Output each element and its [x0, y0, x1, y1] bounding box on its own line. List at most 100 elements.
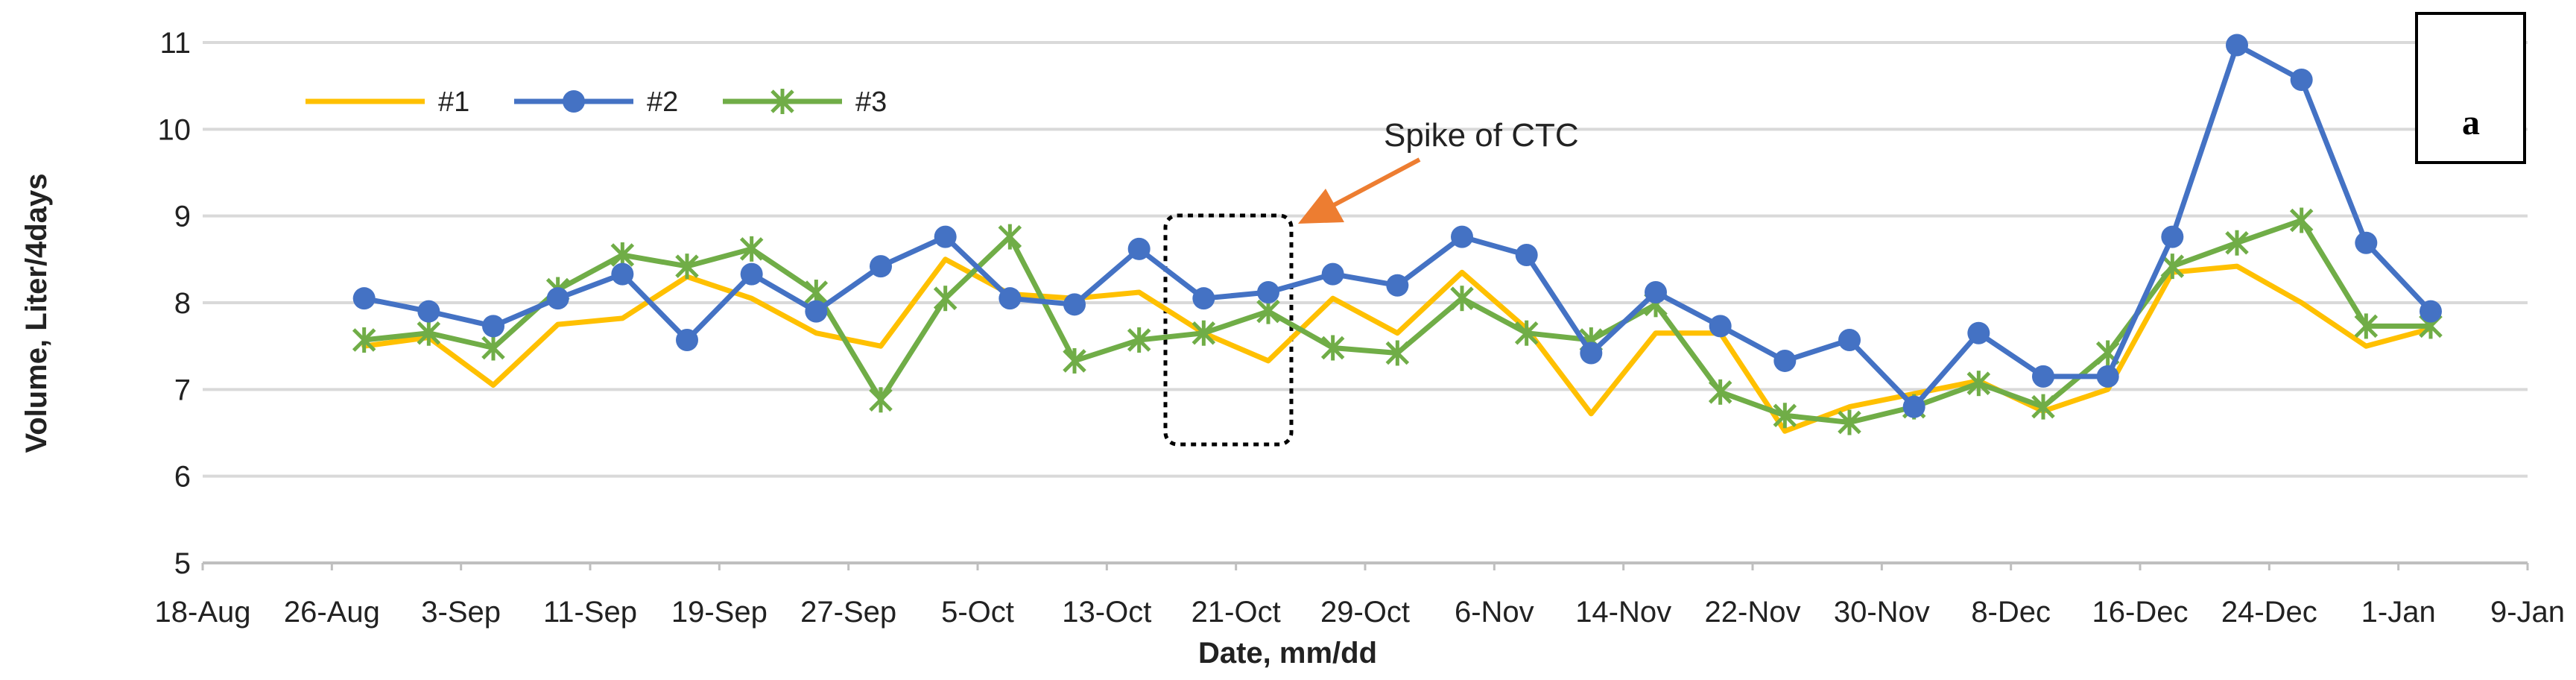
- series-2-point: [1902, 395, 1925, 418]
- x-tick-label: 1-Jan: [2361, 596, 2436, 629]
- x-tick-label: 27-Sep: [800, 596, 896, 629]
- y-tick-label: 5: [174, 547, 191, 580]
- series-2-point: [482, 315, 504, 338]
- series-3-point: [1708, 379, 1732, 405]
- x-axis-title: Date, mm/dd: [1198, 637, 1377, 670]
- x-tick-label: 5-Oct: [941, 596, 1014, 629]
- series-2-point: [2355, 231, 2378, 254]
- series-3-point: [481, 335, 505, 361]
- series-2-point: [1580, 341, 1603, 365]
- series-3-point: [869, 387, 893, 413]
- x-tick-label: 22-Nov: [1705, 596, 1801, 629]
- series-2-point: [417, 300, 440, 323]
- spike-annotation: Spike of CTC: [1298, 117, 1579, 224]
- series-2-point: [1257, 281, 1279, 304]
- x-tick-label: 21-Oct: [1192, 596, 1281, 629]
- legend-item-2: #2: [514, 86, 678, 118]
- x-tick-label: 26-Aug: [284, 596, 380, 629]
- x-tick-label: 29-Oct: [1320, 596, 1410, 629]
- series-2-point: [2032, 365, 2054, 388]
- series-2-point: [2161, 225, 2184, 248]
- x-tick-label: 18-Aug: [155, 596, 251, 629]
- x-tick-label: 9-Jan: [2490, 596, 2565, 629]
- x-tick-label: 14-Nov: [1575, 596, 1671, 629]
- series-2-point: [1838, 329, 1861, 352]
- series-2-point: [1709, 315, 1732, 338]
- x-tick-label: 24-Dec: [2221, 596, 2317, 629]
- legend-label: #1: [438, 86, 469, 118]
- spike-highlight-box: [1163, 213, 1294, 447]
- series-3-point: [2160, 254, 2185, 280]
- series-2-point: [1192, 287, 1215, 310]
- series-2-point: [611, 262, 634, 286]
- series-3-point: [739, 236, 764, 262]
- x-tick-label: 30-Nov: [1834, 596, 1930, 629]
- series-3-point: [1192, 320, 1216, 346]
- series-3-point: [2354, 313, 2379, 339]
- series-2-point: [870, 255, 892, 278]
- x-tick-labels: 18-Aug 26-Aug 3-Sep 11-Sep 19-Sep 27-Sep 5-Oct…: [155, 563, 2565, 629]
- y-tick-label: 9: [174, 201, 191, 233]
- series-2-point: [352, 287, 376, 310]
- legend-label: #2: [647, 86, 678, 118]
- series-3-point: [1773, 403, 1797, 429]
- series-3-point: [933, 286, 958, 312]
- y-tick-label: 10: [158, 113, 192, 146]
- x-tick-label: 16-Dec: [2092, 596, 2189, 629]
- series-3-point: [2031, 394, 2055, 420]
- y-axis-title: Volume, Liter/4days: [20, 174, 53, 453]
- series-2-point: [2290, 69, 2313, 92]
- series-1-line: [361, 256, 2434, 434]
- series-3-point: [998, 224, 1022, 250]
- series-2-point: [546, 287, 569, 310]
- series-3-point: [675, 254, 699, 280]
- series-2-point: [2226, 34, 2248, 57]
- series-2-point: [1773, 349, 1797, 372]
- series-3-point: [1838, 409, 1861, 435]
- legend: #1 #2 #3: [306, 86, 887, 118]
- series-3-point: [1966, 371, 1991, 397]
- x-tick-label: 19-Sep: [671, 596, 768, 629]
- annotation-label: Spike of CTC: [1384, 117, 1579, 154]
- legend-marker: [770, 89, 794, 114]
- annotation-arrow-head: [1298, 189, 1344, 224]
- series-2-point: [1451, 225, 1473, 248]
- y-tick-label: 6: [174, 461, 191, 494]
- series-2-point: [2420, 300, 2442, 323]
- series-2-point: [740, 262, 763, 286]
- series-2-point: [999, 287, 1022, 310]
- series-2-point: [676, 329, 698, 352]
- series-3-point: [1127, 327, 1151, 353]
- series-2-point: [1515, 244, 1538, 267]
- series-3-point: [1320, 335, 1345, 361]
- y-tick-labels: 5 6 7 8 9 10 11: [158, 27, 192, 580]
- series-2-point: [1386, 274, 1409, 297]
- panel-label-box: a: [2415, 12, 2526, 164]
- legend-item-3: #3: [723, 86, 887, 118]
- series-3-point: [1450, 286, 1474, 312]
- series-3-point: [2289, 207, 2314, 233]
- x-tick-label: 8-Dec: [1971, 596, 2051, 629]
- series-2-point: [2096, 365, 2119, 388]
- series-2-point: [1645, 281, 1667, 304]
- x-tick-label: 3-Sep: [421, 596, 501, 629]
- x-tick-label: 11-Sep: [543, 596, 637, 629]
- series-layer: [352, 34, 2443, 435]
- panel-label: a: [2462, 103, 2480, 142]
- x-tick-label: 13-Oct: [1062, 596, 1151, 629]
- legend-label: #3: [855, 86, 887, 118]
- legend-item-1: #1: [306, 86, 469, 118]
- series-2-point: [1321, 262, 1344, 286]
- x-tick-label: 6-Nov: [1455, 596, 1534, 629]
- series-2-point: [1127, 237, 1151, 260]
- series-2: [352, 34, 2442, 418]
- series-1: [361, 256, 2434, 434]
- series-2-point: [805, 300, 828, 323]
- y-tick-label: 8: [174, 287, 191, 320]
- legend-marker: [563, 90, 585, 113]
- series-3-line: [361, 218, 2434, 425]
- grid-lines: [203, 41, 2528, 564]
- series-3-point: [2225, 230, 2249, 256]
- y-tick-label: 7: [174, 374, 191, 406]
